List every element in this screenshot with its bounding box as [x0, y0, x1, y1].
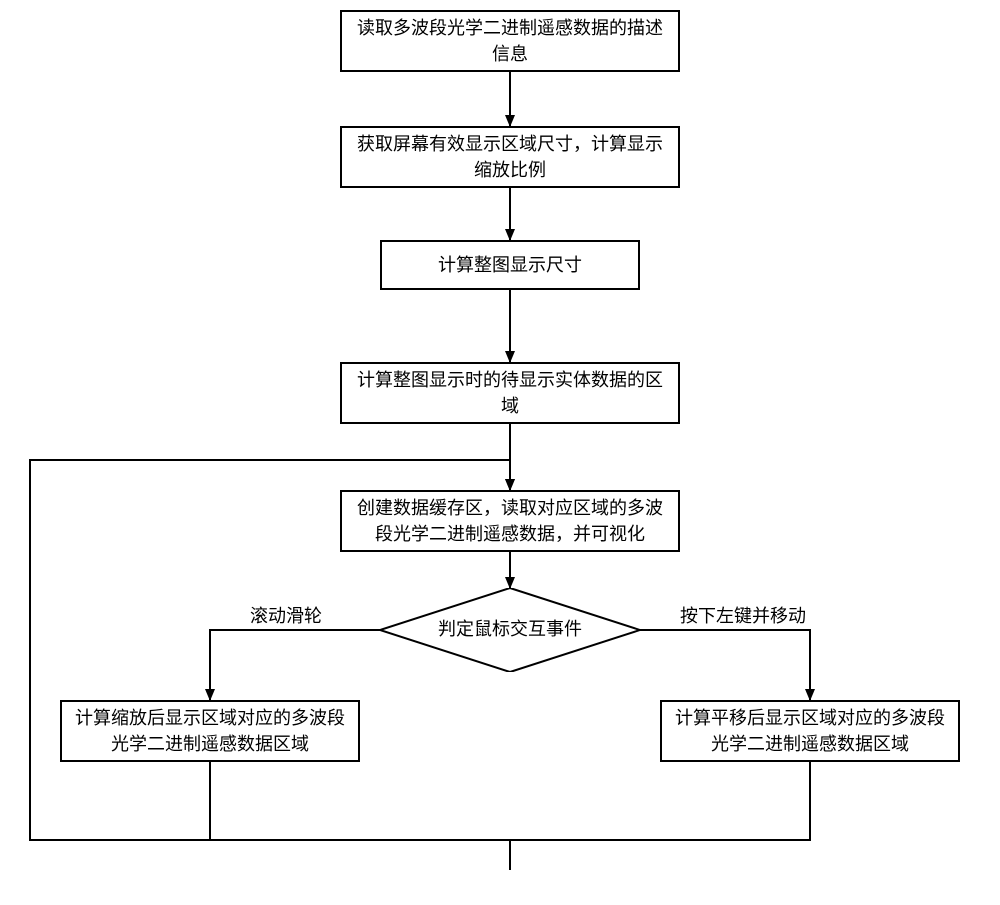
edge-label-text: 按下左键并移动 — [680, 606, 806, 626]
node-calc-pan-area: 计算平移后显示区域对应的多波段光学二进制遥感数据区域 — [660, 700, 960, 762]
node-label: 获取屏幕有效显示区域尺寸，计算显示缩放比例 — [352, 131, 668, 183]
node-get-screen-size: 获取屏幕有效显示区域尺寸，计算显示缩放比例 — [340, 126, 680, 188]
edge-label-press: 按下左键并移动 — [680, 602, 806, 628]
node-calc-zoom-area: 计算缩放后显示区域对应的多波段光学二进制遥感数据区域 — [60, 700, 360, 762]
node-label: 计算平移后显示区域对应的多波段光学二进制遥感数据区域 — [672, 705, 948, 757]
decision-label: 判定鼠标交互事件 — [438, 618, 582, 641]
node-read-data: 读取多波段光学二进制遥感数据的描述信息 — [340, 10, 680, 72]
node-label: 计算缩放后显示区域对应的多波段光学二进制遥感数据区域 — [72, 705, 348, 757]
node-create-buffer: 创建数据缓存区，读取对应区域的多波段光学二进制遥感数据，并可视化 — [340, 490, 680, 552]
node-label: 计算整图显示尺寸 — [438, 252, 582, 278]
node-label: 创建数据缓存区，读取对应区域的多波段光学二进制遥感数据，并可视化 — [352, 495, 668, 547]
decision-mouse-event: 判定鼠标交互事件 — [380, 588, 640, 672]
node-label: 读取多波段光学二进制遥感数据的描述信息 — [352, 15, 668, 67]
node-calc-entity-area: 计算整图显示时的待显示实体数据的区域 — [340, 362, 680, 424]
node-label: 计算整图显示时的待显示实体数据的区域 — [352, 367, 668, 419]
node-calc-full-size: 计算整图显示尺寸 — [380, 240, 640, 290]
flowchart-canvas: 读取多波段光学二进制遥感数据的描述信息 获取屏幕有效显示区域尺寸，计算显示缩放比… — [0, 0, 1000, 905]
edge-label-text: 滚动滑轮 — [250, 606, 322, 626]
edge-label-scroll: 滚动滑轮 — [250, 602, 322, 628]
